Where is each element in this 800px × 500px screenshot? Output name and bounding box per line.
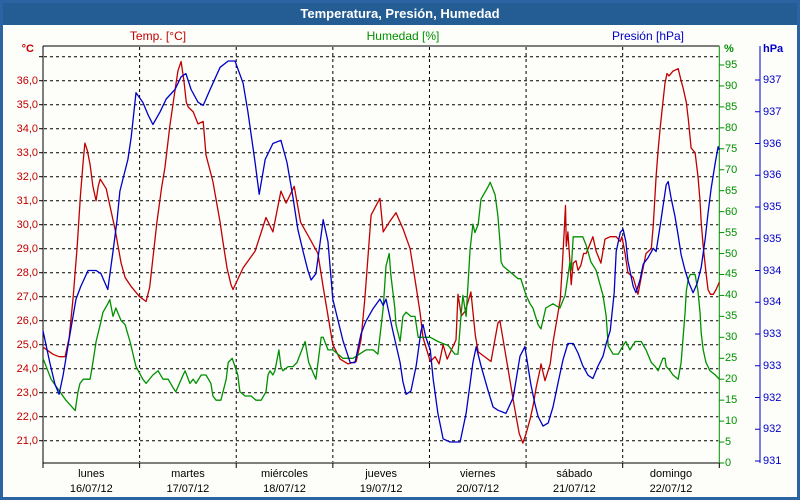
humidity-line — [42, 181, 720, 412]
pressure-tick-label: 931 — [763, 455, 782, 467]
day-name-label: domingo — [649, 468, 693, 480]
pressure-unit-label: hPa — [763, 43, 784, 55]
temp-tick-label: 34,0 — [16, 122, 38, 135]
pressure-tick-label: 937 — [763, 105, 782, 118]
humidity-tick-label: 15 — [725, 394, 738, 407]
temp-tick-label: 22,0 — [16, 410, 38, 423]
day-date-label: 18/07/12 — [263, 483, 306, 495]
humidity-tick-label: 90 — [725, 79, 738, 92]
humidity-tick-label: 30 — [725, 331, 738, 344]
day-name-label: lunes — [78, 468, 105, 480]
day-name-label: viernes — [460, 468, 496, 480]
window-title: Temperatura, Presión, Humedad — [3, 3, 797, 25]
pressure-tick-label: 935 — [763, 201, 782, 213]
day-name-label: jueves — [365, 468, 398, 480]
pressure-tick-label: 934 — [763, 264, 782, 277]
pressure-tick-label: 933 — [763, 328, 782, 340]
pressure-tick-label: 932 — [763, 423, 782, 436]
humidity-tick-label: 65 — [725, 184, 738, 197]
humidity-tick-label: 0 — [725, 457, 732, 469]
pressure-tick-label: 932 — [763, 391, 782, 404]
humidity-tick-label: 95 — [725, 58, 738, 71]
pressure-tick-label: 935 — [763, 232, 782, 245]
humidity-axis-title: Humedad [%] — [366, 29, 440, 43]
temp-tick-label: 35,0 — [16, 98, 38, 111]
temp-unit-label: °C — [21, 43, 34, 55]
pressure-tick-label: 936 — [763, 169, 782, 182]
day-name-label: miércoles — [260, 468, 309, 480]
humidity-tick-label: 25 — [725, 352, 738, 365]
humidity-tick-label: 10 — [725, 415, 738, 428]
day-date-label: 16/07/12 — [69, 483, 113, 495]
humidity-tick-label: 20 — [725, 373, 738, 386]
temp-tick-label: 23,0 — [16, 386, 38, 399]
humidity-tick-label: 60 — [725, 205, 738, 218]
temp-axis-title: Temp. [°C] — [129, 29, 187, 43]
humidity-tick-label: 50 — [725, 247, 738, 260]
pressure-tick-label: 933 — [763, 359, 782, 372]
humidity-unit-label: % — [724, 43, 734, 55]
day-date-label: 21/07/12 — [552, 483, 596, 495]
humidity-tick-label: 75 — [725, 142, 738, 155]
day-date-label: 22/07/12 — [649, 483, 693, 495]
temp-tick-label: 26,0 — [16, 314, 38, 327]
temp-tick-label: 25,0 — [16, 338, 38, 351]
humidity-tick-label: 85 — [725, 100, 738, 113]
temp-tick-label: 31,0 — [16, 194, 38, 207]
humidity-tick-label: 5 — [725, 436, 732, 449]
day-date-label: 20/07/12 — [456, 483, 500, 495]
humidity-tick-label: 40 — [725, 289, 738, 302]
pressure-tick-label: 937 — [763, 74, 782, 86]
pressure-tick-label: 936 — [763, 137, 782, 150]
plot-canvas[interactable] — [3, 3, 800, 500]
day-date-label: 19/07/12 — [359, 483, 403, 495]
temperature-line — [42, 60, 720, 444]
temp-tick-label: 29,0 — [16, 242, 38, 255]
temp-tick-label: 36,0 — [16, 74, 38, 87]
temp-tick-label: 27,0 — [16, 290, 38, 303]
pressure-tick-label: 934 — [763, 296, 782, 309]
temp-tick-label: 21,0 — [16, 434, 38, 447]
day-name-label: martes — [171, 468, 205, 480]
humidity-tick-label: 55 — [725, 226, 738, 239]
humidity-tick-label: 80 — [725, 121, 738, 134]
humidity-tick-label: 45 — [725, 268, 738, 281]
temp-tick-label: 30,0 — [16, 218, 38, 231]
temp-tick-label: 28,0 — [16, 266, 38, 279]
day-date-label: 17/07/12 — [166, 483, 210, 495]
day-name-label: sábado — [556, 468, 593, 480]
pressure-axis-title: Presión [hPa] — [611, 29, 685, 43]
temp-tick-label: 32,0 — [16, 170, 38, 183]
humidity-tick-label: 35 — [725, 310, 738, 323]
temp-tick-label: 33,0 — [16, 146, 38, 159]
humidity-tick-label: 70 — [725, 163, 738, 176]
pressure-line — [42, 60, 720, 443]
temp-tick-label: 24,0 — [16, 362, 38, 375]
